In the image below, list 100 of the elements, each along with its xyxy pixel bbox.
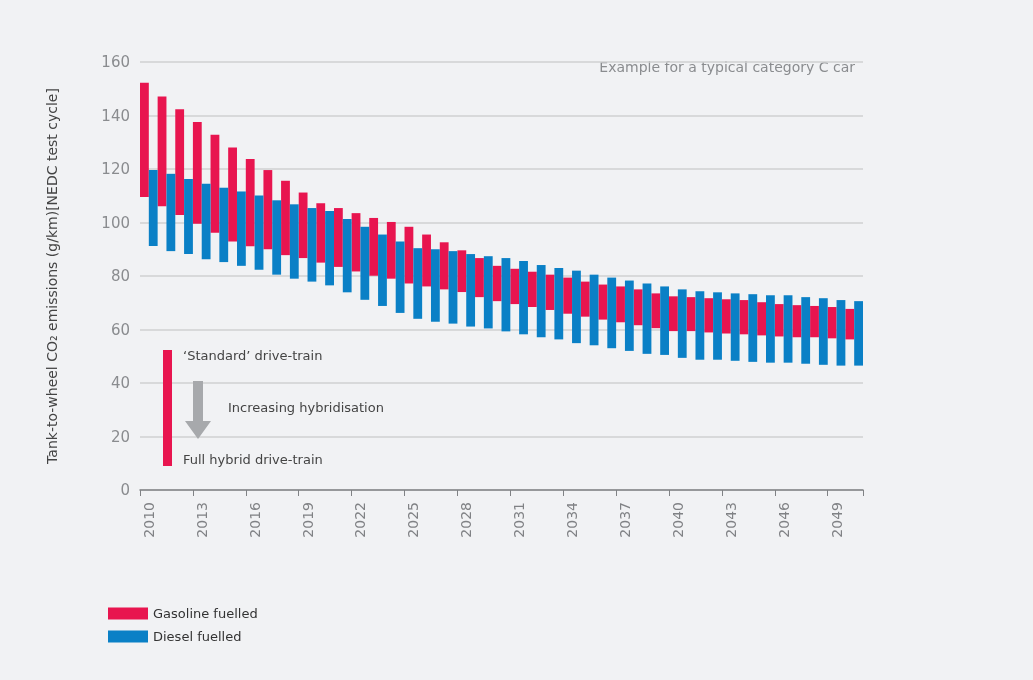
- bar: [439, 242, 449, 290]
- bar: [801, 297, 811, 364]
- x-tick-label: 2034: [564, 501, 581, 538]
- y-tick-label: 20: [110, 427, 130, 446]
- bar: [580, 281, 590, 317]
- bar: [774, 304, 784, 337]
- bar: [272, 200, 282, 275]
- bar: [281, 180, 290, 256]
- bar: [192, 121, 202, 224]
- x-tick-label: 2019: [299, 502, 316, 538]
- annotation: Increasing hybridisation: [228, 400, 384, 415]
- bar: [695, 291, 705, 360]
- bar: [616, 286, 625, 323]
- bar: [333, 208, 343, 267]
- y-tick-label: 160: [101, 53, 130, 71]
- bar: [236, 191, 246, 266]
- bar: [730, 293, 740, 361]
- bar: [378, 234, 387, 306]
- x-tick-label: 2043: [722, 502, 739, 538]
- bar: [563, 277, 573, 314]
- y-tick-label: 60: [110, 320, 130, 339]
- legend-label: Gasoline fuelled: [153, 606, 258, 621]
- bar: [422, 234, 431, 287]
- bar: [721, 299, 731, 334]
- bar: [457, 250, 467, 293]
- bar: [589, 274, 599, 346]
- bar: [642, 283, 652, 354]
- y-tick-label: 140: [101, 106, 130, 125]
- annotation: Example for a typical category C car: [599, 59, 856, 75]
- x-tick-label: 2022: [352, 502, 369, 538]
- bar: [713, 292, 722, 360]
- bar: [757, 302, 767, 336]
- x-tick-label: 2013: [193, 502, 210, 538]
- bar: [536, 265, 546, 338]
- x-tick-label: 2010: [140, 502, 157, 538]
- bar: [607, 277, 617, 349]
- bar: [395, 241, 405, 313]
- bar: [704, 298, 714, 333]
- bar: [836, 300, 846, 366]
- bar: [466, 254, 476, 327]
- y-tick-label: 80: [110, 267, 130, 285]
- bar: [430, 249, 440, 322]
- bar: [157, 96, 167, 207]
- bar: [660, 286, 670, 355]
- x-tick-label: 2040: [669, 502, 686, 538]
- bar: [289, 204, 299, 279]
- bar: [766, 295, 775, 363]
- bar: [783, 295, 793, 363]
- bar: [572, 270, 581, 344]
- bar: [175, 109, 185, 216]
- x-tick-label: 2037: [616, 502, 633, 538]
- y-tick-label: 40: [110, 374, 130, 392]
- bar: [492, 265, 502, 302]
- annotation: Full hybrid drive-train: [183, 452, 323, 467]
- bar: [818, 298, 828, 365]
- y-axis-title: Tank-to-wheel CO₂ emissions (g/km)[NEDC test cycle]: [43, 88, 60, 465]
- bar: [501, 258, 511, 332]
- bar: [686, 297, 696, 332]
- bar: [475, 258, 484, 298]
- bar: [845, 308, 855, 340]
- bar: [140, 82, 149, 198]
- y-tick-label: 0: [120, 481, 130, 499]
- annotation: ‘Standard’ drive-train: [183, 348, 323, 363]
- bar: [545, 274, 555, 310]
- bar: [483, 256, 493, 329]
- bar: [148, 170, 158, 247]
- bar: [527, 271, 537, 308]
- bar: [369, 217, 379, 276]
- bar: [413, 248, 423, 319]
- bar: [245, 159, 255, 247]
- bar: [386, 221, 396, 279]
- bar: [263, 170, 273, 250]
- bar: [298, 192, 308, 259]
- bar: [360, 226, 370, 300]
- bar: [677, 289, 687, 358]
- y-tick-label: 120: [101, 160, 130, 178]
- bar: [342, 219, 352, 293]
- bar: [351, 213, 361, 272]
- bar: [633, 289, 643, 326]
- bar: [651, 293, 661, 329]
- x-tick-label: 2028: [458, 502, 475, 538]
- bar: [748, 294, 758, 362]
- bar: [219, 187, 229, 263]
- bar: [810, 305, 819, 338]
- bar: [210, 134, 220, 233]
- bar: [598, 284, 608, 320]
- bar: [792, 305, 802, 338]
- bar: [228, 147, 237, 242]
- bar: [519, 261, 528, 335]
- bar: [554, 267, 564, 340]
- bar: [448, 251, 458, 324]
- bar: [739, 300, 749, 335]
- bar: [254, 195, 264, 270]
- x-tick-label: 2046: [775, 501, 792, 538]
- bar: [316, 203, 326, 263]
- bar: [166, 173, 176, 252]
- bar: [201, 183, 211, 260]
- bar: [184, 178, 193, 255]
- bar: [624, 280, 634, 351]
- x-tick-label: 2049: [828, 502, 845, 538]
